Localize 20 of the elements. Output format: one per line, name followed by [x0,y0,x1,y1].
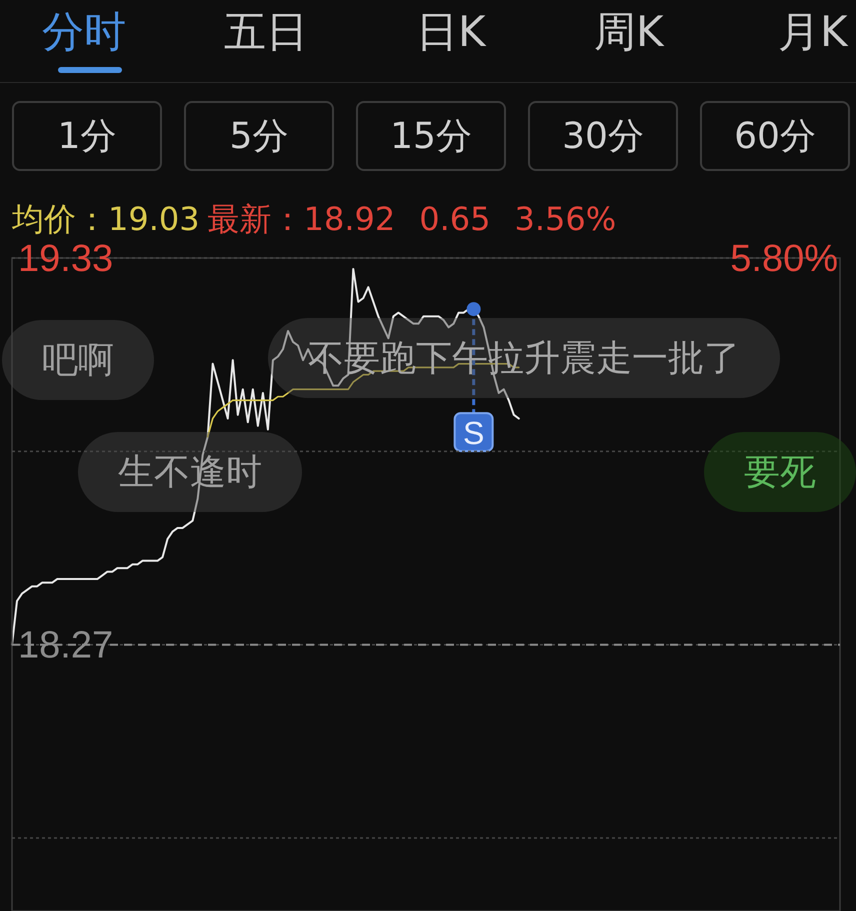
text: 30分 [528,101,678,171]
text: 15分 [356,101,506,171]
text: 0.65 [419,200,490,238]
text: 最新：18.92 [208,200,396,238]
text: 1分 [12,101,162,171]
text: 五日 [224,6,308,58]
text: 周K [594,6,664,58]
text: 日K [416,6,486,58]
text: 3.56% [514,200,616,238]
text: 分时 [42,6,126,58]
text: 60分 [700,101,850,171]
annotation: S [463,415,484,452]
annotation: 吧啊 [2,320,154,400]
annotation: 要死 [704,432,856,512]
y-tick-label: 18.27 [18,624,114,667]
text: 月K [778,6,848,58]
annotation: 5.80% [730,238,838,280]
text: 5分 [184,101,334,171]
text: 均价：19.03 [12,200,200,238]
y-tick-label: 19.33 [18,238,114,280]
